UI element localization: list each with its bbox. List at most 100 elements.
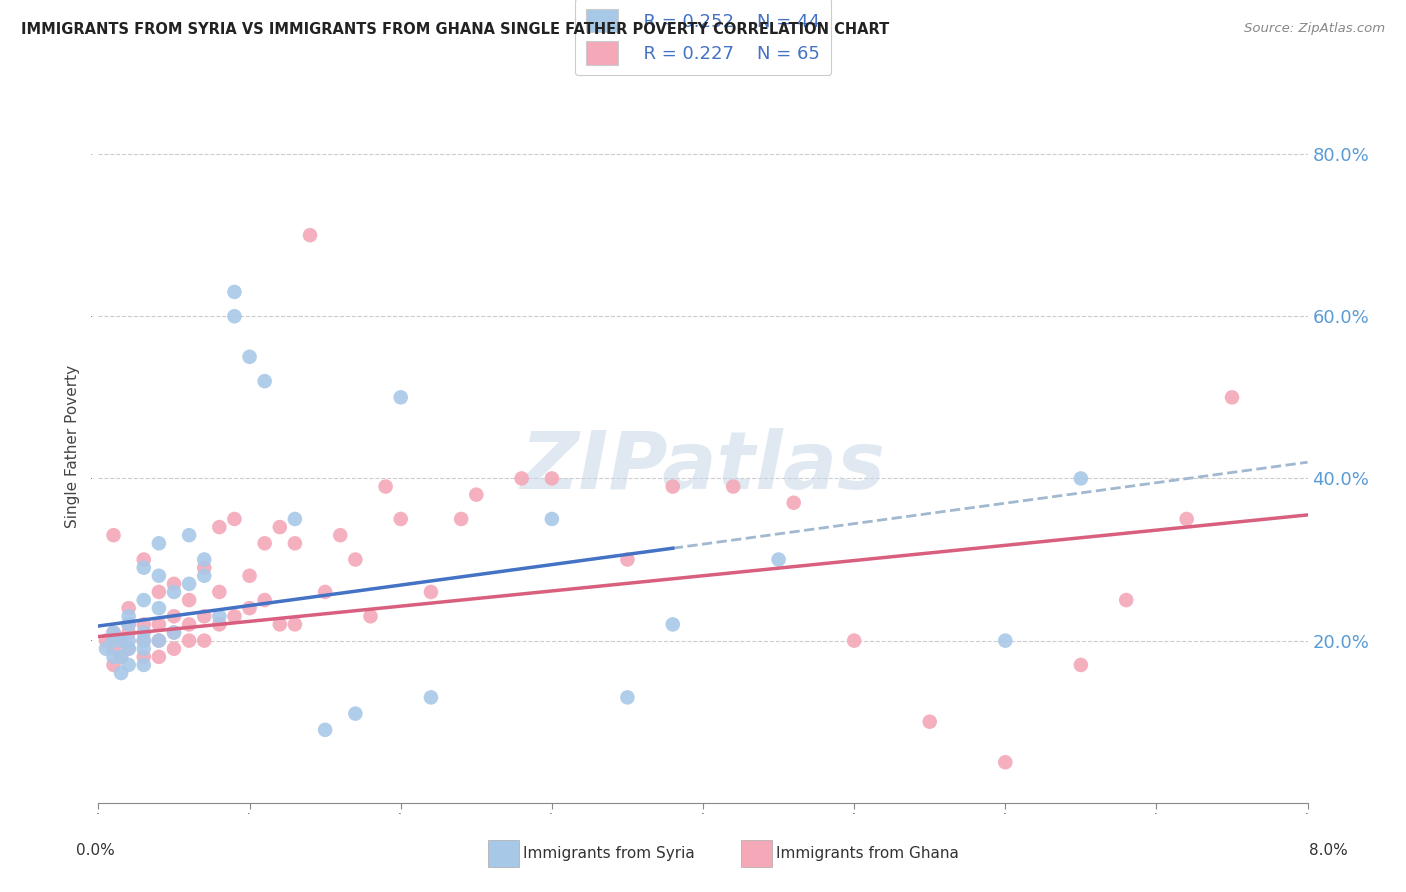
- Point: [132, 633, 155, 648]
- Point: [918, 714, 941, 729]
- Point: [314, 585, 336, 599]
- Point: [132, 633, 155, 648]
- Point: [1220, 390, 1243, 404]
- Point: [103, 649, 125, 664]
- Point: [1115, 593, 1137, 607]
- Point: [103, 528, 125, 542]
- Point: [284, 512, 307, 526]
- Point: [132, 560, 155, 574]
- Point: [132, 617, 155, 632]
- Point: [994, 756, 1017, 770]
- Point: [253, 374, 276, 388]
- Point: [163, 609, 186, 624]
- Point: [284, 536, 307, 550]
- Point: [179, 528, 201, 542]
- Point: [269, 617, 291, 632]
- Point: [420, 690, 443, 705]
- Point: [253, 593, 276, 607]
- Point: [360, 609, 382, 624]
- Text: Immigrants from Ghana: Immigrants from Ghana: [776, 847, 959, 861]
- Point: [389, 512, 412, 526]
- Point: [163, 641, 186, 656]
- Point: [208, 609, 231, 624]
- Point: [118, 625, 141, 640]
- Point: [148, 601, 170, 615]
- Point: [179, 617, 201, 632]
- Point: [103, 641, 125, 656]
- Text: IMMIGRANTS FROM SYRIA VS IMMIGRANTS FROM GHANA SINGLE FATHER POVERTY CORRELATION: IMMIGRANTS FROM SYRIA VS IMMIGRANTS FROM…: [21, 22, 890, 37]
- Point: [103, 633, 125, 648]
- Point: [118, 641, 141, 656]
- Point: [783, 496, 806, 510]
- Point: [193, 552, 215, 566]
- Point: [118, 617, 141, 632]
- Point: [662, 617, 685, 632]
- Point: [118, 641, 141, 656]
- Text: Source: ZipAtlas.com: Source: ZipAtlas.com: [1244, 22, 1385, 36]
- Point: [344, 552, 367, 566]
- Text: Immigrants from Syria: Immigrants from Syria: [523, 847, 695, 861]
- Point: [193, 633, 215, 648]
- Point: [662, 479, 685, 493]
- Point: [465, 488, 488, 502]
- Point: [179, 593, 201, 607]
- Point: [132, 593, 155, 607]
- Point: [314, 723, 336, 737]
- Point: [132, 625, 155, 640]
- Point: [148, 617, 170, 632]
- Point: [163, 577, 186, 591]
- Point: [224, 609, 246, 624]
- Point: [148, 585, 170, 599]
- Point: [224, 285, 246, 299]
- Point: [110, 633, 132, 648]
- Point: [239, 601, 262, 615]
- Point: [844, 633, 866, 648]
- Point: [110, 649, 132, 664]
- Point: [450, 512, 472, 526]
- Point: [148, 536, 170, 550]
- Point: [132, 552, 155, 566]
- Point: [224, 310, 246, 324]
- Point: [132, 641, 155, 656]
- Point: [163, 625, 186, 640]
- Point: [1175, 512, 1198, 526]
- Y-axis label: Single Father Poverty: Single Father Poverty: [65, 365, 80, 527]
- Point: [208, 585, 231, 599]
- Text: 0.0%: 0.0%: [76, 843, 115, 858]
- Point: [118, 601, 141, 615]
- Point: [193, 609, 215, 624]
- Point: [510, 471, 533, 485]
- Point: [132, 657, 155, 672]
- Point: [193, 560, 215, 574]
- Point: [179, 633, 201, 648]
- Legend:   R = 0.252    N = 44,   R = 0.227    N = 65: R = 0.252 N = 44, R = 0.227 N = 65: [575, 0, 831, 76]
- Point: [374, 479, 396, 493]
- Point: [118, 657, 141, 672]
- Point: [284, 617, 307, 632]
- Point: [1070, 657, 1092, 672]
- Point: [994, 633, 1017, 648]
- Point: [118, 633, 141, 648]
- Point: [110, 666, 132, 681]
- Point: [110, 633, 132, 648]
- Point: [723, 479, 745, 493]
- Point: [193, 568, 215, 582]
- Point: [344, 706, 367, 721]
- Point: [389, 390, 412, 404]
- Point: [148, 633, 170, 648]
- Point: [253, 536, 276, 550]
- Point: [269, 520, 291, 534]
- Point: [103, 657, 125, 672]
- Point: [616, 690, 638, 705]
- Point: [148, 568, 170, 582]
- Point: [541, 512, 564, 526]
- Point: [208, 617, 231, 632]
- Point: [103, 625, 125, 640]
- Point: [163, 585, 186, 599]
- Point: [148, 649, 170, 664]
- Point: [132, 649, 155, 664]
- Point: [179, 577, 201, 591]
- Text: 8.0%: 8.0%: [1309, 843, 1348, 858]
- Point: [94, 641, 117, 656]
- Point: [118, 617, 141, 632]
